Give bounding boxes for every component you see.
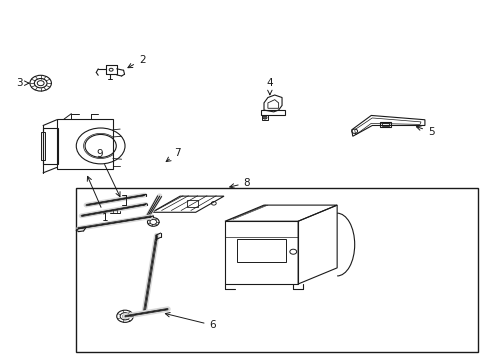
Bar [379, 122, 390, 127]
Bar [110, 210, 120, 213]
Text: 9: 9 [96, 149, 120, 197]
Bar [186, 200, 197, 207]
Bar [237, 239, 285, 262]
Text: 1: 1 [87, 176, 109, 222]
Bar [57, 119, 113, 169]
Bar [381, 123, 388, 126]
Text: 4: 4 [266, 78, 273, 95]
Bar [260, 111, 285, 116]
Text: 3: 3 [16, 78, 29, 88]
Bar [43, 128, 58, 164]
Text: 6: 6 [165, 312, 216, 330]
Bar [76, 188, 477, 352]
Text: 5: 5 [416, 126, 434, 136]
Bar [224, 221, 298, 284]
Bar [41, 132, 44, 159]
Text: 2: 2 [128, 55, 145, 68]
Text: 7: 7 [166, 148, 181, 162]
Bar [262, 116, 267, 120]
Text: 8: 8 [229, 178, 250, 188]
